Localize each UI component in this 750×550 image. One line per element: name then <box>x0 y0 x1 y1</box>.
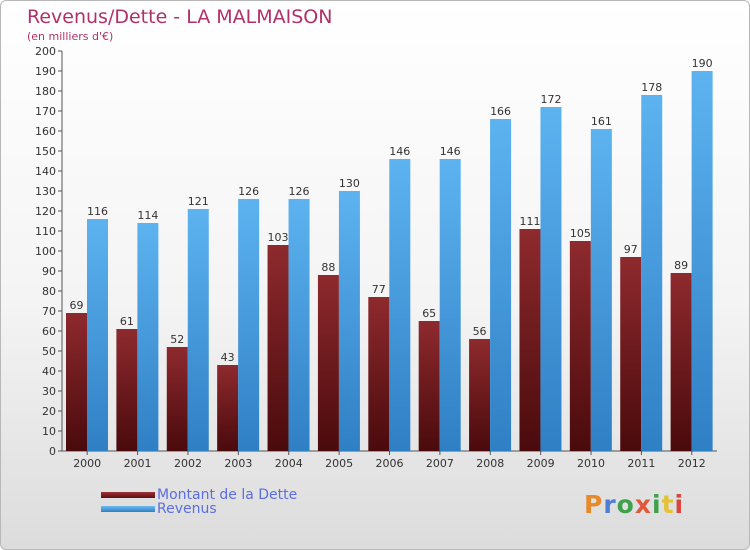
bar-dette-2005 <box>317 275 339 451</box>
bar-revenus-2010 <box>590 129 612 451</box>
bar-dette-2010 <box>569 241 591 451</box>
bar-revenus-2011 <box>641 95 663 451</box>
data-label-dette-2008: 56 <box>473 325 487 338</box>
data-label-revenus-2008: 166 <box>490 105 511 118</box>
bar-revenus-2009 <box>540 107 562 451</box>
x-tick-label-2007: 2007 <box>426 457 454 470</box>
bar-revenus-2004 <box>288 199 310 451</box>
bar-dette-2006 <box>368 297 390 451</box>
legend-swatch-dette <box>101 492 155 498</box>
bar-revenus-2003 <box>238 199 260 451</box>
data-label-revenus-2004: 126 <box>289 185 310 198</box>
data-label-revenus-2006: 146 <box>389 145 410 158</box>
legend-swatch-revenus <box>101 506 155 512</box>
data-label-dette-2011: 97 <box>624 243 638 256</box>
x-tick-label-2001: 2001 <box>124 457 152 470</box>
x-tick-label-2010: 2010 <box>577 457 605 470</box>
x-tick-label-2000: 2000 <box>73 457 101 470</box>
x-tick-label-2002: 2002 <box>174 457 202 470</box>
x-tick-label-2004: 2004 <box>275 457 303 470</box>
legend-label-dette: Montant de la Dette <box>157 487 298 503</box>
x-tick-label-2009: 2009 <box>527 457 555 470</box>
data-label-dette-2010: 105 <box>570 227 591 240</box>
data-label-revenus-2002: 121 <box>188 195 209 208</box>
bar-dette-2008 <box>469 339 491 451</box>
data-label-dette-2012: 89 <box>674 259 688 272</box>
bar-dette-2003 <box>217 365 239 451</box>
data-label-dette-2003: 43 <box>221 351 235 364</box>
bar-dette-2007 <box>418 321 440 451</box>
y-tick-label-30: 30 <box>42 385 56 398</box>
y-tick-label-80: 80 <box>42 285 56 298</box>
x-tick-label-2005: 2005 <box>325 457 353 470</box>
data-label-dette-2005: 88 <box>321 261 335 274</box>
x-tick-label-2011: 2011 <box>627 457 655 470</box>
bar-dette-2009 <box>519 229 541 451</box>
bar-dette-2001 <box>116 329 138 451</box>
y-tick-label-60: 60 <box>42 325 56 338</box>
y-tick-label-90: 90 <box>42 265 56 278</box>
data-label-revenus-2010: 161 <box>591 115 612 128</box>
chart-title: Revenus/Dette - LA MALMAISON <box>27 6 333 28</box>
y-tick-label-50: 50 <box>42 345 56 358</box>
x-tick-label-2012: 2012 <box>678 457 706 470</box>
y-tick-label-190: 190 <box>35 65 56 78</box>
chart-subtitle: (en milliers d'€) <box>27 30 114 43</box>
y-tick-label-110: 110 <box>35 225 56 238</box>
y-tick-label-150: 150 <box>35 145 56 158</box>
bar-revenus-2006 <box>389 159 411 451</box>
data-label-revenus-2003: 126 <box>238 185 259 198</box>
y-tick-label-0: 0 <box>49 445 56 458</box>
bar-dette-2011 <box>620 257 642 451</box>
data-label-dette-2002: 52 <box>170 333 184 346</box>
data-label-revenus-2000: 116 <box>87 205 108 218</box>
x-tick-label-2006: 2006 <box>376 457 404 470</box>
y-tick-label-40: 40 <box>42 365 56 378</box>
y-tick-label-200: 200 <box>35 45 56 58</box>
data-label-revenus-2001: 114 <box>137 209 158 222</box>
data-label-dette-2001: 61 <box>120 315 134 328</box>
legend-label-revenus: Revenus <box>157 501 217 517</box>
bar-dette-2002 <box>166 347 188 451</box>
bar-revenus-2012 <box>691 71 713 451</box>
y-tick-label-130: 130 <box>35 185 56 198</box>
bar-revenus-2005 <box>338 191 360 451</box>
data-label-revenus-2011: 178 <box>641 81 662 94</box>
legend-item-revenus: Revenus <box>101 501 297 517</box>
bar-dette-2000 <box>66 313 87 451</box>
y-tick-label-160: 160 <box>35 125 56 138</box>
bar-dette-2004 <box>267 245 289 451</box>
data-label-revenus-2012: 190 <box>692 57 713 70</box>
bar-revenus-2007 <box>439 159 461 451</box>
y-tick-label-20: 20 <box>42 405 56 418</box>
y-tick-label-100: 100 <box>35 245 56 258</box>
data-label-revenus-2009: 172 <box>540 93 561 106</box>
data-label-dette-2009: 111 <box>519 215 540 228</box>
x-tick-label-2003: 2003 <box>224 457 252 470</box>
bar-dette-2012 <box>670 273 692 451</box>
y-tick-label-10: 10 <box>42 425 56 438</box>
y-tick-label-70: 70 <box>42 305 56 318</box>
y-tick-label-180: 180 <box>35 85 56 98</box>
legend-item-dette: Montant de la Dette <box>101 487 298 503</box>
y-tick-label-120: 120 <box>35 205 56 218</box>
data-label-revenus-2007: 146 <box>440 145 461 158</box>
data-label-dette-2007: 65 <box>422 307 436 320</box>
bar-revenus-2002 <box>187 209 209 451</box>
data-label-dette-2004: 103 <box>268 231 289 244</box>
legend: Montant de la Dette Revenus <box>101 487 298 517</box>
bar-revenus-2001 <box>137 223 159 451</box>
bar-revenus-2008 <box>490 119 512 451</box>
data-label-dette-2000: 69 <box>70 299 84 312</box>
data-label-revenus-2005: 130 <box>339 177 360 190</box>
x-tick-label-2008: 2008 <box>476 457 504 470</box>
y-tick-label-170: 170 <box>35 105 56 118</box>
bar-revenus-2000 <box>87 219 108 451</box>
proxiti-logo: Proxiti <box>584 490 685 519</box>
y-tick-label-140: 140 <box>35 165 56 178</box>
data-label-dette-2006: 77 <box>372 283 386 296</box>
